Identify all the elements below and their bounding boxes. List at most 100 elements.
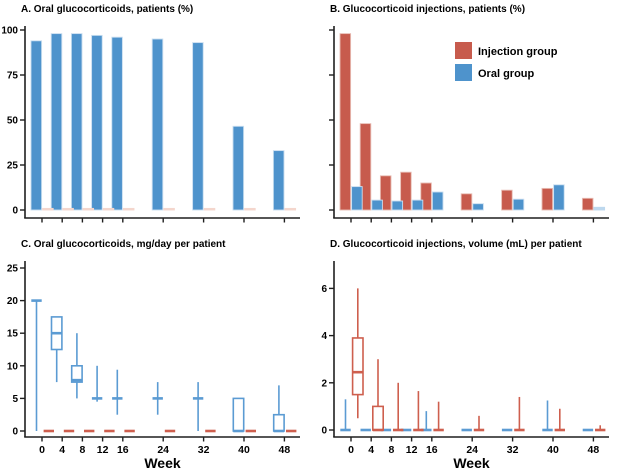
- D-box-injection-week-48: [595, 425, 606, 432]
- D-xtick-label: 40: [547, 444, 559, 456]
- B-bar-oral-week-48: [593, 206, 606, 211]
- C-box-oral-week-48: [272, 385, 285, 433]
- C-xtick-label: 0: [39, 444, 45, 456]
- A-bar-oral-week-12: [91, 34, 103, 211]
- A-bar-injection-week-32: [203, 207, 216, 211]
- D-box-oral-week-0: [340, 399, 351, 432]
- B-axes: [329, 26, 609, 223]
- A-bar-oral-week-32: [192, 42, 204, 211]
- C-xtick-label: 32: [198, 444, 210, 456]
- D-xaxis-title: Week: [453, 455, 490, 470]
- B-bar-injection-week-12: [400, 171, 412, 211]
- D-box-oral-week-16: [421, 411, 432, 432]
- panel-d: D. Glucocorticoid injections, volume (mL…: [309, 235, 618, 470]
- C-box-oral-week-16: [112, 369, 123, 415]
- panel-b: B. Glucocorticoid injections, patients (…: [309, 0, 618, 235]
- panel-b-title: B. Glucocorticoid injections, patients (…: [330, 4, 526, 15]
- A-bar-oral-week-24: [151, 38, 164, 211]
- C-box-oral-week-4: [50, 316, 63, 383]
- C-xtick-label: 16: [117, 444, 129, 456]
- D-xtick-label: 24: [466, 444, 478, 456]
- B-bar-injection-week-4: [359, 123, 372, 211]
- C-ytick-label: 25: [7, 264, 19, 275]
- D-ytick-label: 6: [321, 284, 327, 295]
- A-ytick-label: 25: [7, 161, 19, 172]
- D-xtick-label: 32: [507, 444, 519, 456]
- A-bar-oral-week-48: [272, 150, 285, 211]
- A-ytick-label: 0: [12, 206, 18, 217]
- A-bar-oral-week-0: [30, 40, 43, 211]
- B-bar-oral-week-24: [472, 203, 484, 211]
- A-bar-injection-week-0: [42, 207, 54, 211]
- D-xtick-label: 48: [588, 444, 600, 456]
- A-bar-injection-week-16: [122, 207, 135, 211]
- D-box-injection-week-8: [393, 382, 404, 432]
- B-bar-injection-week-0: [339, 33, 352, 211]
- panel-d-title: D. Glucocorticoid injections, volume (mL…: [330, 239, 582, 250]
- D-box-oral-week-40: [542, 400, 553, 432]
- C-box-oral-week-8: [70, 333, 83, 399]
- D-box-injection-week-0: [351, 288, 364, 419]
- A-bar-oral-week-8: [70, 33, 83, 211]
- C-ytick-label: 20: [7, 296, 19, 307]
- C-box-oral-week-32: [192, 382, 204, 431]
- D-box-injection-week-4: [371, 359, 384, 432]
- A-ytick-label: 75: [7, 71, 19, 82]
- C-ytick-label: 15: [7, 329, 19, 340]
- A-series-oral: [30, 33, 285, 211]
- A-bar-injection-week-8: [82, 207, 95, 211]
- D-box-injection-week-40: [554, 408, 565, 432]
- A-bar-injection-week-24: [163, 207, 175, 211]
- B-bar-injection-week-16: [420, 182, 432, 211]
- chart-B: Injection group Oral group: [329, 26, 609, 223]
- A-ytick-label: 100: [1, 26, 18, 37]
- A-series-injection: [42, 207, 297, 211]
- chart-A: 0 25 50 75 100: [1, 26, 300, 223]
- A-bar-oral-week-40: [232, 125, 245, 211]
- legend-label-0: Injection group: [478, 46, 558, 58]
- A-ytick-label: 50: [7, 116, 19, 127]
- A-bar-injection-week-48: [284, 207, 297, 211]
- B-bar-injection-week-32: [501, 189, 513, 211]
- legend-swatch-1: [455, 64, 472, 81]
- B-bar-injection-week-40: [541, 187, 554, 211]
- C-xtick-label: 4: [59, 444, 65, 456]
- D-box-injection-week-12: [413, 391, 424, 432]
- D-xtick-label: 16: [426, 444, 438, 456]
- C-xtick-label: 48: [279, 444, 291, 456]
- C-box-oral-week-24: [152, 382, 163, 415]
- D-box-injection-week-24: [473, 415, 485, 432]
- C-box-oral-week-12: [91, 365, 103, 402]
- D-xtick-label: 8: [388, 444, 394, 456]
- D-ytick-label: 4: [321, 331, 327, 342]
- C-xtick-label: 40: [238, 444, 250, 456]
- B-bar-oral-week-32: [512, 198, 525, 211]
- C-ytick-label: 0: [12, 427, 18, 438]
- C-box-oral-week-0: [31, 299, 42, 431]
- panel-a: A. Oral glucocorticoids, patients (%) 0 2…: [0, 0, 309, 235]
- A-axes: 0 25 50 75 100: [1, 26, 300, 223]
- B-series-injection: [339, 33, 594, 211]
- legend: Injection group Oral group: [455, 42, 558, 81]
- D-xtick-label: 12: [406, 444, 418, 456]
- A-bar-oral-week-16: [111, 36, 123, 211]
- legend-label-1: Oral group: [478, 68, 535, 80]
- C-box-oral-week-40: [232, 397, 245, 433]
- C-xaxis-title: Week: [144, 455, 181, 470]
- B-bar-oral-week-0: [351, 186, 363, 211]
- B-bar-oral-week-12: [411, 199, 424, 211]
- panel-c: C. Oral glucocorticoids, mg/day per pati…: [0, 235, 309, 470]
- C-xtick-label: 24: [157, 444, 169, 456]
- B-bar-injection-week-48: [581, 197, 594, 211]
- D-xtick-label: 4: [368, 444, 374, 456]
- C-ytick-label: 5: [12, 394, 18, 405]
- D-box-injection-week-32: [514, 396, 525, 432]
- D-series-injection: [351, 288, 606, 432]
- A-bar-injection-week-40: [244, 207, 256, 211]
- C-ytick-label: 10: [7, 361, 19, 372]
- panel-c-title: C. Oral glucocorticoids, mg/day per pati…: [21, 239, 226, 250]
